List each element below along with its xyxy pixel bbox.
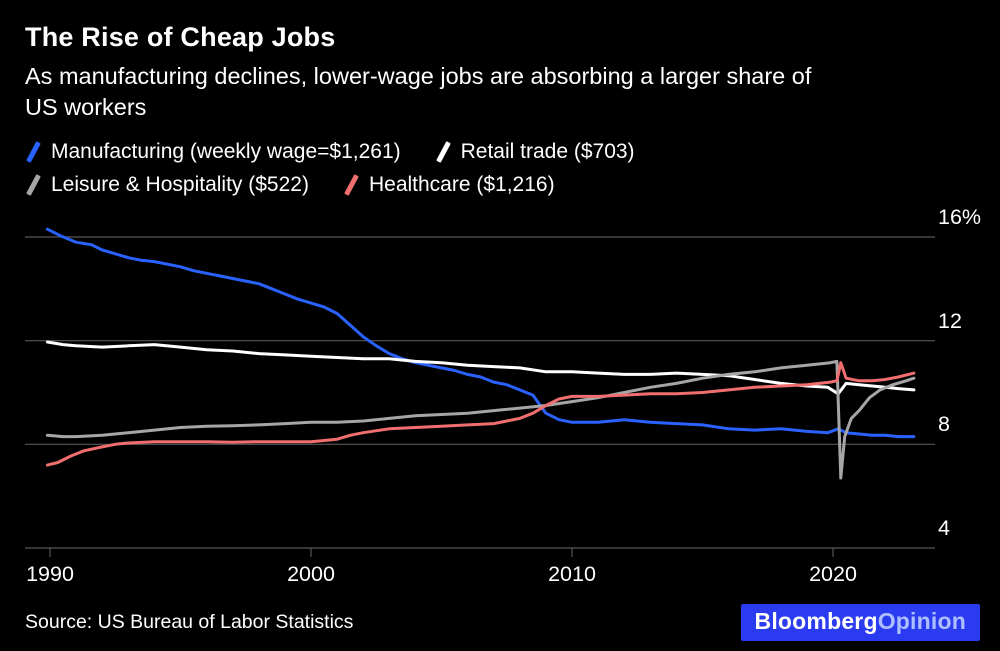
source-note: Source: US Bureau of Labor Statistics xyxy=(25,611,354,633)
series-line-healthcare xyxy=(45,361,916,467)
legend-item-leisure: Leisure & Hospitality ($522) xyxy=(25,173,309,197)
x-axis-label-2010: 2010 xyxy=(548,562,596,586)
chart-subtitle: As manufacturing declines, lower-wage jo… xyxy=(25,63,812,120)
legend-item-retail: Retail trade ($703) xyxy=(435,140,635,164)
legend-label-healthcare: Healthcare ($1,216) xyxy=(368,173,555,197)
healthcare-slash-icon xyxy=(344,174,359,196)
chart-legend: Manufacturing (weekly wage=$1,261) Retai… xyxy=(0,140,1000,197)
bloomberg-opinion-logo: Bloomberg Opinion xyxy=(740,604,980,641)
chart-header: The Rise of Cheap Jobs As manufacturing … xyxy=(0,0,1000,122)
legend-label-leisure: Leisure & Hospitality ($522) xyxy=(51,173,309,197)
chart-footer: Source: US Bureau of Labor Statistics Bl… xyxy=(0,604,1000,641)
x-axis-label-1990: 1990 xyxy=(26,562,74,586)
manufacturing-slash-icon xyxy=(26,141,41,163)
opinion-wordmark: Opinion xyxy=(877,608,966,634)
legend-item-manufacturing: Manufacturing (weekly wage=$1,261) xyxy=(25,140,401,164)
legend-label-retail: Retail trade ($703) xyxy=(460,140,635,164)
legend-row-2: Leisure & Hospitality ($522) Healthcare … xyxy=(25,173,1000,197)
series-line-manufacturing-weekly-wage xyxy=(45,227,916,439)
y-axis-label-16: 16% xyxy=(938,205,982,229)
y-axis-label-12: 12 xyxy=(938,308,962,333)
y-axis-label-4: 4 xyxy=(938,516,950,540)
chart-title: The Rise of Cheap Jobs xyxy=(25,22,336,52)
legend-row-1: Manufacturing (weekly wage=$1,261) Retai… xyxy=(25,140,1000,164)
series-line-retail-trade xyxy=(45,340,916,396)
x-axis-label-2000: 2000 xyxy=(287,562,335,586)
x-axis-label-2020: 2020 xyxy=(809,562,857,586)
legend-label-manufacturing: Manufacturing (weekly wage=$1,261) xyxy=(51,140,401,164)
legend-item-healthcare: Healthcare ($1,216) xyxy=(343,173,555,197)
retail-slash-icon xyxy=(435,141,451,163)
leisure-slash-icon xyxy=(26,174,41,196)
y-axis-label-8: 8 xyxy=(938,412,950,437)
bloomberg-wordmark: Bloomberg xyxy=(754,608,878,634)
series-line-leisure-hospitality xyxy=(45,359,916,480)
